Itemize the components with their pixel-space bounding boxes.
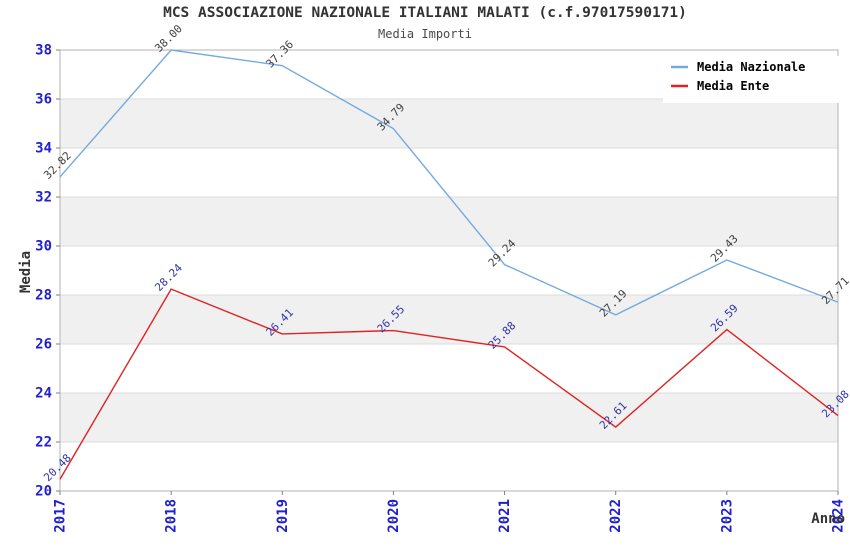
y-tick-label: 22 — [35, 435, 52, 451]
series-line-media-nazionale — [59, 49, 839, 316]
series-line-media-ente — [59, 288, 839, 480]
x-tick-label: 2020 — [386, 499, 402, 533]
y-tick-label: 24 — [35, 386, 52, 402]
legend-label: Media Nazionale — [697, 60, 805, 74]
point-label: 20.48 — [41, 451, 74, 484]
plot-band — [60, 99, 838, 148]
x-axis-title: Anno — [811, 511, 845, 527]
y-tick-label: 32 — [35, 190, 52, 206]
y-tick-label: 20 — [35, 484, 52, 500]
legend-item-media-nazionale: Media Nazionale — [671, 60, 805, 74]
legend: Media Nazionale Media Ente — [663, 56, 849, 103]
x-tick-label: 2017 — [53, 499, 69, 533]
x-tick-label: 2018 — [164, 499, 180, 533]
plot-band — [60, 197, 838, 246]
legend-item-media-ente: Media Ente — [671, 79, 769, 93]
y-tick-label: 30 — [35, 239, 52, 255]
y-tick-label: 28 — [35, 288, 52, 304]
x-tick-label: 2021 — [497, 499, 513, 533]
x-tick-label: 2019 — [275, 499, 291, 533]
legend-label: Media Ente — [697, 79, 769, 93]
y-tick-label: 34 — [35, 141, 52, 157]
point-label: 28.24 — [152, 261, 185, 294]
legend-box — [663, 56, 849, 103]
plot-border — [59, 49, 839, 492]
chart-subtitle: Media Importi — [378, 27, 472, 41]
x-tick-label: 2023 — [719, 499, 735, 533]
y-tick-label: 36 — [35, 92, 52, 108]
y-tick-label: 38 — [35, 43, 52, 59]
x-tick-label: 2022 — [608, 499, 624, 533]
x-tick-label: 2024 — [831, 499, 847, 533]
y-axis-title: Media — [18, 251, 34, 293]
chart-title: MCS ASSOCIAZIONE NAZIONALE ITALIANI MALA… — [163, 5, 687, 21]
y-tick-label: 26 — [35, 337, 52, 353]
plot-band — [60, 393, 838, 442]
plot-band — [60, 295, 838, 344]
